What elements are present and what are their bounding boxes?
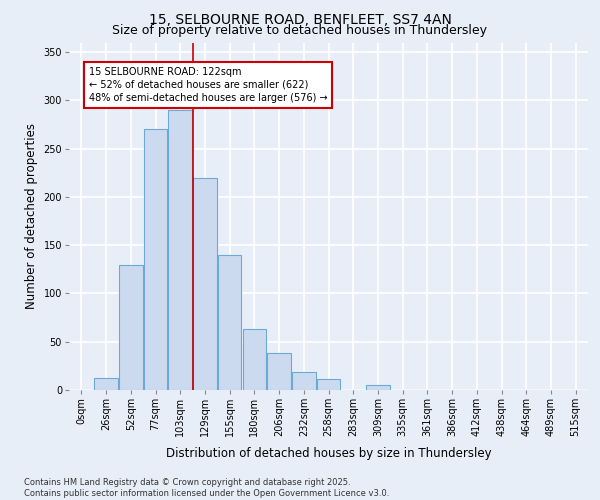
Bar [242,329,266,390]
Text: Size of property relative to detached houses in Thundersley: Size of property relative to detached ho… [113,24,487,37]
Bar [317,380,340,390]
Bar [366,385,389,390]
Bar [144,130,167,390]
Bar [218,255,241,390]
Bar [169,110,192,390]
Y-axis label: Number of detached properties: Number of detached properties [25,123,38,309]
Text: 15 SELBOURNE ROAD: 122sqm
← 52% of detached houses are smaller (622)
48% of semi: 15 SELBOURNE ROAD: 122sqm ← 52% of detac… [89,66,328,103]
Bar [292,372,316,390]
Text: Contains HM Land Registry data © Crown copyright and database right 2025.
Contai: Contains HM Land Registry data © Crown c… [24,478,389,498]
Bar [94,378,118,390]
Bar [193,178,217,390]
Bar [268,354,291,390]
Text: 15, SELBOURNE ROAD, BENFLEET, SS7 4AN: 15, SELBOURNE ROAD, BENFLEET, SS7 4AN [149,12,451,26]
X-axis label: Distribution of detached houses by size in Thundersley: Distribution of detached houses by size … [166,448,491,460]
Bar [119,264,143,390]
